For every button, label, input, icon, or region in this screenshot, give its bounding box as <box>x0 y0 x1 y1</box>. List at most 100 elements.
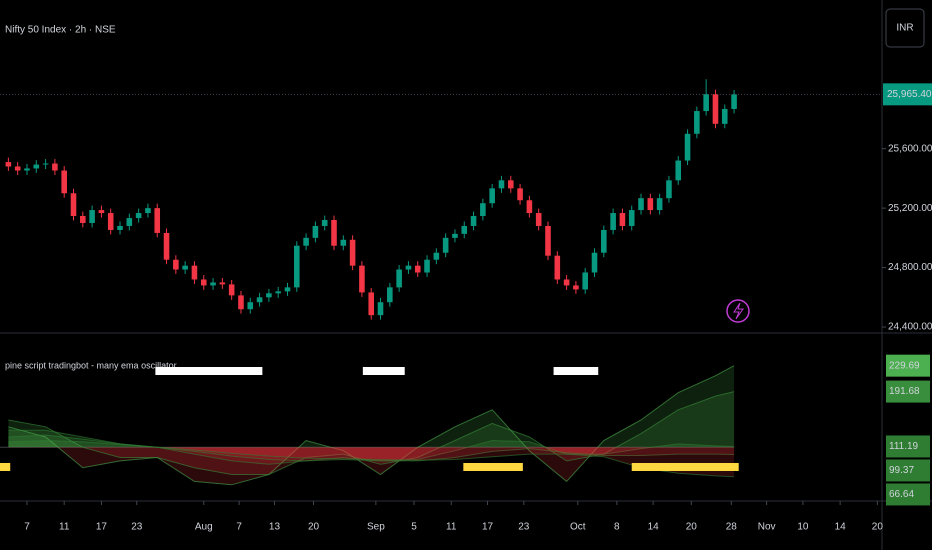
x-tick-label: 14 <box>835 522 847 533</box>
candle-body <box>312 225 319 238</box>
candle-body <box>228 284 235 296</box>
candle-body <box>498 180 505 189</box>
candle-body <box>5 162 12 167</box>
candle-body <box>666 180 672 199</box>
candle-body <box>107 213 114 230</box>
candle-body <box>247 302 254 310</box>
candle-body <box>545 225 551 256</box>
candle-body <box>424 259 430 273</box>
candle-body <box>610 213 616 230</box>
signal-band <box>631 463 739 471</box>
candle-body <box>628 210 635 226</box>
candle-body <box>684 133 691 161</box>
y-tick-label: 24,400.00 <box>888 322 932 333</box>
candle-body <box>321 220 328 226</box>
candle-body <box>573 285 579 290</box>
x-tick-label: Oct <box>570 522 586 533</box>
candle-body <box>349 239 356 266</box>
candle-body <box>656 198 663 211</box>
symbol-title: Nifty 50 Index · 2h · NSE <box>5 25 116 36</box>
candle-body <box>675 160 682 181</box>
value-badge-label: 66.64 <box>889 489 914 500</box>
candle-body <box>554 255 561 280</box>
x-tick-label: 17 <box>96 522 108 533</box>
signal-band <box>553 367 599 375</box>
x-tick-label: 20 <box>872 522 884 533</box>
candle-body <box>70 193 77 217</box>
oscillator-line <box>8 391 735 475</box>
candle-body <box>526 200 533 214</box>
candle-body <box>135 213 142 219</box>
x-tick-label: Sep <box>367 522 385 533</box>
x-tick-label: 11 <box>59 522 70 533</box>
candle-body <box>145 208 151 214</box>
indicator-title: pine script tradingbot - many ema oscill… <box>5 360 177 370</box>
value-badge <box>886 380 930 403</box>
candle-body <box>256 297 263 303</box>
alert-icon[interactable] <box>726 299 750 323</box>
candle-body <box>489 188 495 204</box>
value-badge-label: 229.69 <box>889 360 920 371</box>
candle-body <box>266 293 272 298</box>
candle-body <box>563 279 570 286</box>
oscillator-area-up <box>8 365 735 448</box>
candle-body <box>331 220 337 246</box>
currency-label[interactable]: INR <box>896 23 913 34</box>
candle-body <box>703 94 709 112</box>
candle-body <box>219 282 226 285</box>
candle-body <box>24 168 30 171</box>
candle-body <box>238 295 244 310</box>
candle-body <box>98 210 105 214</box>
alert-bolt <box>733 302 744 320</box>
signal-band <box>362 367 405 375</box>
candle-body <box>359 265 365 293</box>
x-tick-label: Aug <box>195 522 213 533</box>
oscillator-area-down <box>8 447 735 485</box>
candle-body <box>294 245 300 288</box>
oscillator-area-down <box>8 447 735 465</box>
candle-body <box>535 213 542 226</box>
candle-body <box>33 164 40 169</box>
x-tick-label: 10 <box>797 522 809 533</box>
candle-body <box>126 218 133 226</box>
oscillator-area-up <box>8 440 157 448</box>
candle-body <box>405 265 412 270</box>
candle-body <box>470 216 477 226</box>
candle-body <box>42 163 49 165</box>
last-price-label: 25,965.40 <box>887 89 932 100</box>
candle-body <box>433 252 440 260</box>
candle-body <box>368 292 375 316</box>
x-tick-label: 17 <box>482 522 494 533</box>
x-tick-label: 7 <box>236 522 242 533</box>
candle-body <box>638 198 644 211</box>
value-badge <box>886 483 930 506</box>
candle-body <box>601 229 607 253</box>
candle-body <box>591 252 598 273</box>
candle-body <box>14 166 21 171</box>
value-badge <box>886 459 930 482</box>
candle-body <box>182 265 188 270</box>
candle-body <box>517 188 523 201</box>
x-tick-label: 20 <box>686 522 698 533</box>
signal-band <box>155 367 263 375</box>
candle-body <box>387 287 393 303</box>
candle-body <box>721 108 728 124</box>
candle-body <box>414 265 421 273</box>
x-tick-label: Nov <box>758 522 776 533</box>
candle-body <box>452 233 458 238</box>
candle-body <box>61 170 67 194</box>
candle-body <box>89 210 95 223</box>
currency-button[interactable] <box>885 8 925 48</box>
candle-body <box>377 302 384 316</box>
x-tick-label: 13 <box>269 522 281 533</box>
candle-body <box>173 259 179 270</box>
y-tick-label: 24,800.00 <box>888 262 932 273</box>
x-tick-label: 7 <box>24 522 30 533</box>
candle-body <box>284 287 291 292</box>
value-badge <box>886 354 930 377</box>
candle-body <box>52 163 58 171</box>
y-tick-label: 25,200.00 <box>888 203 932 214</box>
candle-body <box>340 239 347 246</box>
